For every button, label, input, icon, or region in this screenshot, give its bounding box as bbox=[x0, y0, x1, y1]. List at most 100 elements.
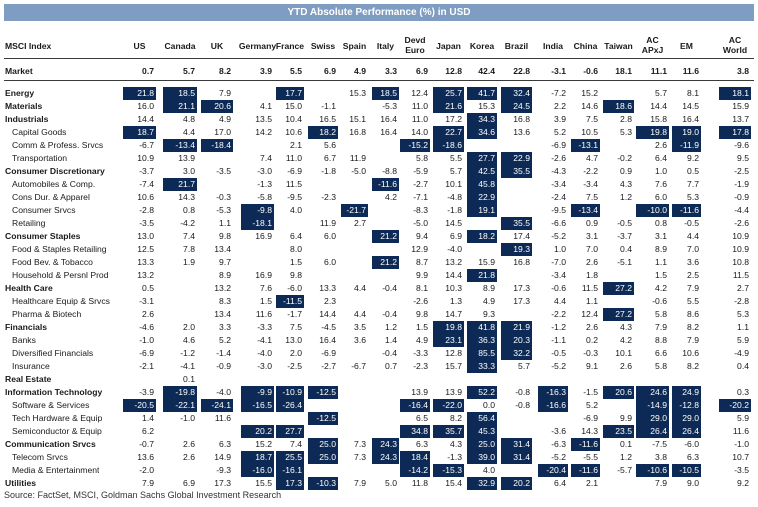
row-label: Information Technology bbox=[5, 387, 103, 397]
table-cell-value: -6.9 bbox=[287, 166, 302, 176]
table-cell-value: 8.2 bbox=[450, 413, 462, 423]
table-cell-value: -6.9 bbox=[551, 140, 566, 150]
table-cell-value: 17.3 bbox=[276, 477, 304, 490]
table-cell-value: 15.8 bbox=[650, 114, 667, 124]
table-cell-value: 21.9 bbox=[501, 321, 532, 334]
table-cell-value: -0.6 bbox=[551, 283, 566, 293]
table-cell-value: 17.4 bbox=[513, 231, 530, 241]
table-cell-value: 14.4 bbox=[445, 270, 462, 280]
table-cell-value: -2.4 bbox=[551, 192, 566, 202]
table-cell-value bbox=[372, 269, 399, 282]
table-cell-value: 10.9 bbox=[137, 153, 154, 163]
table-cell-value bbox=[308, 269, 338, 282]
table-cell-value: 2.6 bbox=[620, 361, 632, 371]
table-cell-value: 56.4 bbox=[467, 412, 497, 425]
row-label: Consumer Staples bbox=[5, 231, 81, 241]
row-label: Real Estate bbox=[5, 374, 52, 384]
table-cell-value: -11.6 bbox=[571, 464, 600, 477]
table-cell-value bbox=[201, 152, 233, 165]
table-cell-value: 1.5 bbox=[260, 296, 272, 306]
row-header-label: MSCI Index bbox=[5, 41, 52, 51]
table-cell-value: -7.0 bbox=[551, 257, 566, 267]
table-cell-value: 7.9 bbox=[655, 322, 667, 332]
table-cell-value: 42.5 bbox=[467, 165, 497, 178]
table-cell-value: 1.0 bbox=[554, 244, 566, 254]
table-cell-value: 22.7 bbox=[433, 126, 464, 139]
table-cell-value: 11.1 bbox=[650, 66, 667, 76]
table-cell-value: -0.4 bbox=[382, 348, 397, 358]
table-cell-value: 9.9 bbox=[620, 413, 632, 423]
row-label: Automobiles & Comp. bbox=[12, 179, 96, 189]
table-cell-value: -16.5 bbox=[241, 399, 274, 412]
table-cell-value: -7.4 bbox=[139, 179, 154, 189]
table-cell-value: 4.7 bbox=[586, 153, 598, 163]
row-label: Industrials bbox=[5, 114, 49, 124]
row-label: Software & Services bbox=[12, 400, 90, 410]
table-cell-value bbox=[308, 399, 338, 412]
table-cell-value: -15.2 bbox=[400, 139, 430, 152]
table-cell-value: -16.6 bbox=[538, 399, 568, 412]
table-cell-value: -6.6 bbox=[551, 218, 566, 228]
table-cell-value bbox=[341, 373, 368, 386]
table-cell-value: 10.9 bbox=[732, 244, 749, 254]
table-cell-value: -3.4 bbox=[583, 179, 598, 189]
table-cell-value: 14.6 bbox=[581, 101, 598, 111]
table-cell-value: -2.0 bbox=[139, 465, 154, 475]
table-cell-value: 6.4 bbox=[554, 478, 566, 488]
table-cell-value: 0.2 bbox=[586, 335, 598, 345]
row-label: Pharma & Biotech bbox=[12, 309, 82, 319]
table-cell-value: 11.5 bbox=[732, 270, 749, 280]
table-cell-value: 0.3 bbox=[737, 387, 749, 397]
table-cell-value: -5.9 bbox=[413, 166, 428, 176]
column-header-8-line1: Devd bbox=[404, 35, 426, 45]
table-cell-value: 7.6 bbox=[260, 283, 272, 293]
table-cell-value: -7.1 bbox=[413, 192, 428, 202]
market-rule bbox=[4, 80, 754, 81]
table-cell-value: 5.3 bbox=[620, 127, 632, 137]
table-cell-value: -13.4 bbox=[571, 204, 600, 217]
table-cell-value: 6.9 bbox=[416, 66, 428, 76]
table-cell-value: 3.3 bbox=[385, 66, 397, 76]
table-cell-value: 7.5 bbox=[586, 192, 598, 202]
table-cell-value: 16.9 bbox=[255, 231, 272, 241]
table-cell-value: -3.9 bbox=[139, 387, 154, 397]
table-cell-value: 21.2 bbox=[372, 256, 399, 269]
table-cell-value: 17.3 bbox=[214, 478, 231, 488]
table-cell-value: 21.8 bbox=[123, 87, 156, 100]
table-cell-value: 5.0 bbox=[385, 478, 397, 488]
table-cell-value: 13.3 bbox=[319, 283, 336, 293]
table-cell-value: 9.4 bbox=[416, 231, 428, 241]
table-cell-value: -3.1 bbox=[551, 66, 566, 76]
table-cell-value: 13.9 bbox=[411, 387, 428, 397]
table-cell-value: 4.1 bbox=[260, 101, 272, 111]
table-cell-value: 6.6 bbox=[655, 348, 667, 358]
table-cell-value: 0.7 bbox=[385, 361, 397, 371]
table-cell-value bbox=[719, 373, 751, 386]
table-cell-value: 14.4 bbox=[137, 114, 154, 124]
table-cell-value: 6.0 bbox=[324, 257, 336, 267]
table-cell-value: 0.1 bbox=[620, 439, 632, 449]
table-cell-value: -3.3 bbox=[413, 348, 428, 358]
table-cell-value: 13.0 bbox=[285, 335, 302, 345]
table-cell-value: 6.4 bbox=[290, 231, 302, 241]
row-label: Cons Dur. & Apparel bbox=[12, 192, 90, 202]
table-cell-value: -1.0 bbox=[180, 413, 195, 423]
table-cell-value: -6.7 bbox=[351, 361, 366, 371]
table-cell-value bbox=[341, 243, 368, 256]
table-cell-value bbox=[400, 373, 430, 386]
table-cell-value bbox=[603, 139, 634, 152]
table-cell-value: 26.4 bbox=[672, 425, 701, 438]
table-cell-value: -1.2 bbox=[180, 348, 195, 358]
table-cell-value: 32.9 bbox=[467, 477, 497, 490]
table-cell-value: 11.6 bbox=[214, 413, 231, 423]
table-cell-value: 9.8 bbox=[219, 231, 231, 241]
column-header-17-line2: World bbox=[722, 45, 748, 55]
table-cell-value: 9.3 bbox=[483, 309, 495, 319]
table-cell-value bbox=[241, 412, 274, 425]
table-cell-value: 15.4 bbox=[445, 478, 462, 488]
table-cell-value: -6.9 bbox=[139, 348, 154, 358]
table-cell-value bbox=[538, 373, 568, 386]
table-cell-value: 85.5 bbox=[467, 347, 497, 360]
table-cell-value: 4.9 bbox=[416, 335, 428, 345]
table-cell-value: 9.2 bbox=[737, 478, 749, 488]
